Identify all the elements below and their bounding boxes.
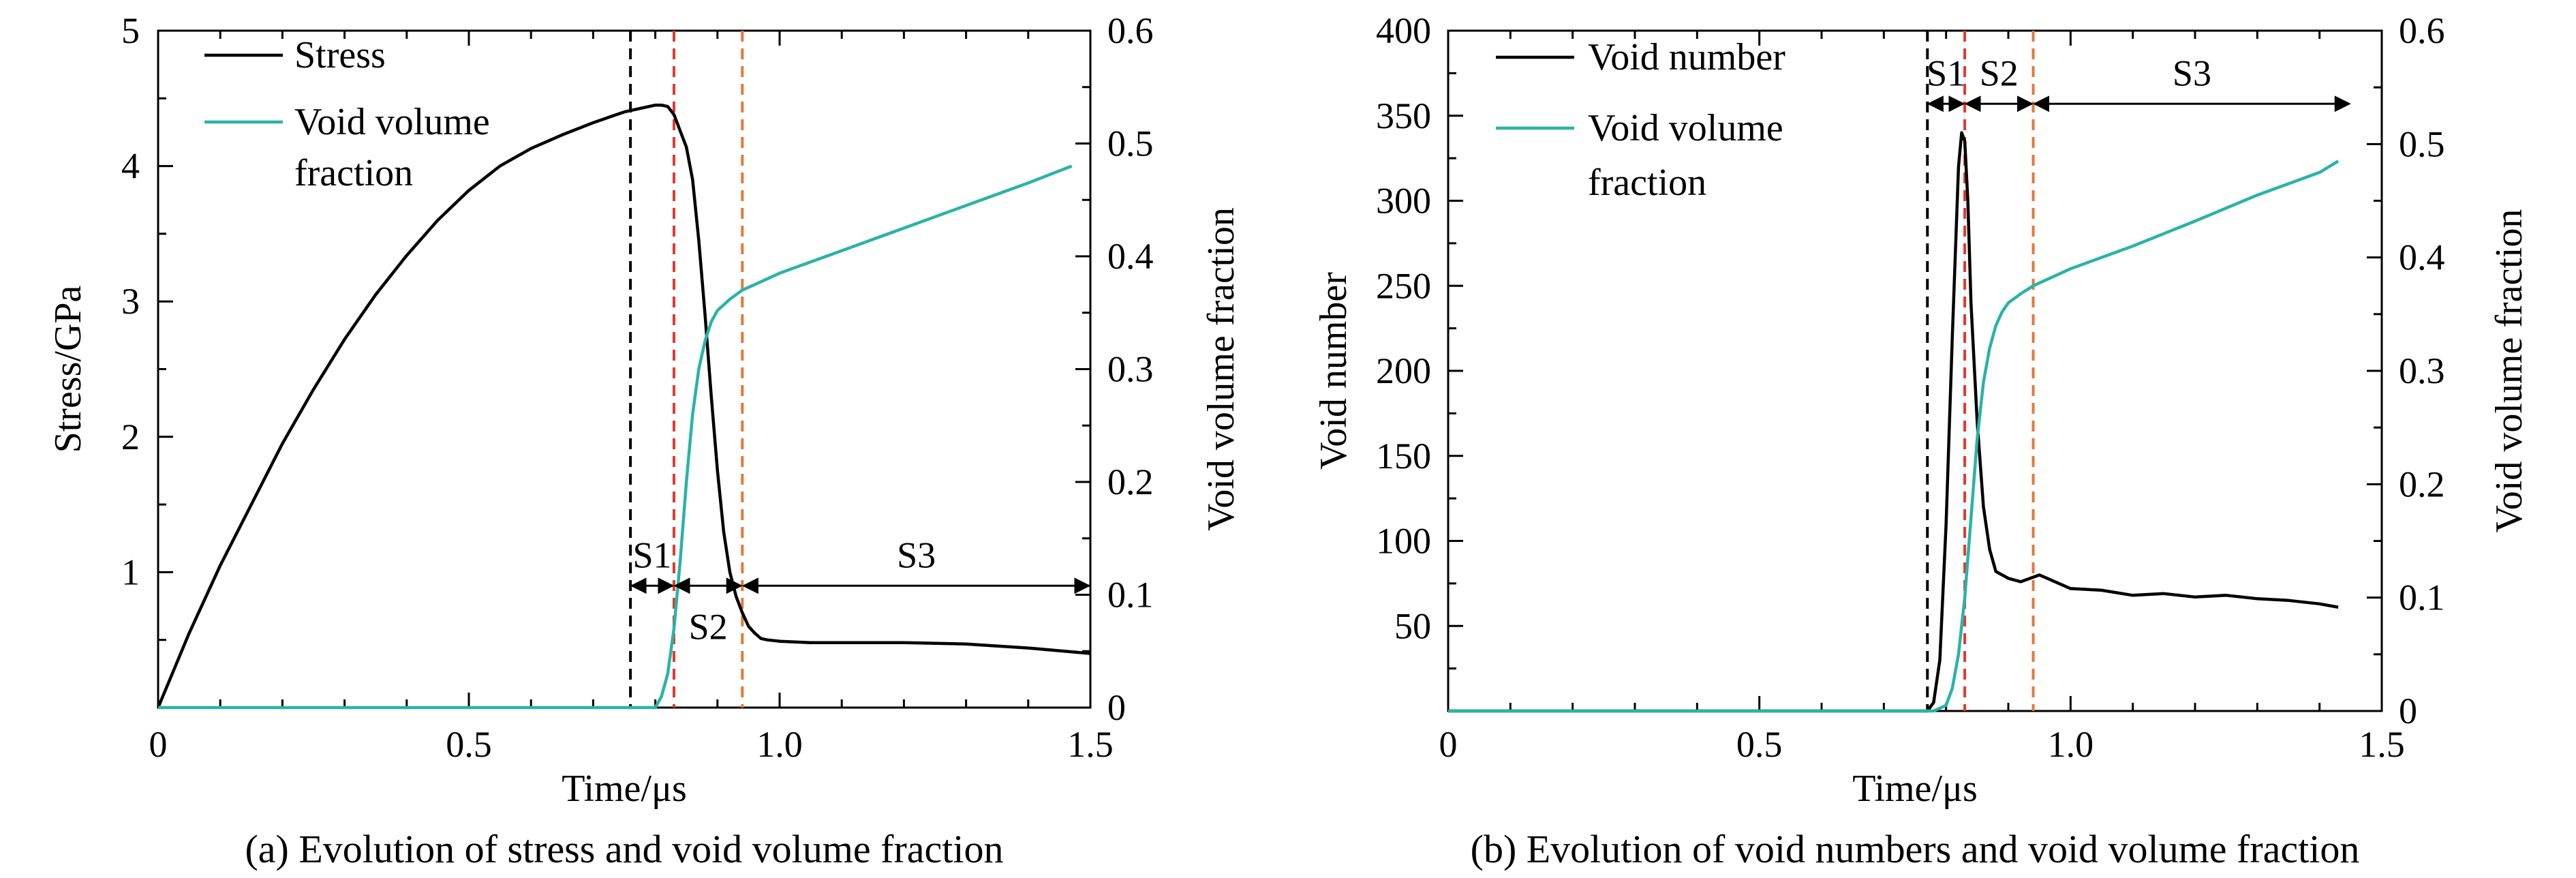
- panel-a-legend-label-void-fraction-2: fraction: [294, 152, 413, 194]
- panel-b-x-axis-title: Time/μs: [1852, 768, 1978, 810]
- panel-a-stage-label: S3: [897, 534, 936, 575]
- panel-a: 0 0.5 1.0 1.5 1 2 3 4 5 0 0.1 0.2 0.3 0.4 0.5 0.6 S1 S2 S3…: [47, 10, 1242, 871]
- panel-a-caption: (a) Evolution of stress and void volume …: [245, 827, 1003, 871]
- panel-a-x-tick-label: 1.0: [756, 724, 803, 765]
- panel-b-y-right-tick-label: 0: [2399, 691, 2417, 731]
- panel-b-y-right-tick-label: 0.6: [2399, 10, 2445, 51]
- panel-a-y-right-tick-label: 0.1: [1107, 575, 1154, 616]
- panel-a-x-tick-label: 1.5: [1067, 724, 1114, 765]
- panel-a-y-right-axis-title: Void volume fraction: [1200, 207, 1242, 531]
- panel-a-series-void-volume-fraction: [158, 164, 1073, 710]
- panel-b-y-left-tick-label: 300: [1376, 181, 1431, 222]
- panel-a-y-left-tick-label: 1: [121, 551, 140, 592]
- panel-b-x-tick-label: 0: [1439, 724, 1458, 765]
- panel-a-y-right-tick-label: 0.2: [1107, 461, 1154, 502]
- panel-b-series-primary: [1448, 131, 2339, 713]
- panel-a-y-right-tick-label: 0.4: [1107, 236, 1154, 277]
- panel-b-y-left-tick-label: 350: [1376, 95, 1431, 136]
- panel-b-y-right-tick-label: 0.1: [2399, 577, 2445, 618]
- panel-a-y-left-tick-label: 4: [121, 146, 140, 187]
- panel-a-y-right-tick-label: 0.5: [1107, 123, 1154, 164]
- panel-b-y-left-tick-label: 200: [1376, 350, 1431, 391]
- panel-a-y-left-axis-title: Stress/GPa: [47, 285, 89, 453]
- panel-b-series-void-volume-fraction: [1448, 160, 2340, 713]
- panel-b-stage-label: S1: [1927, 52, 1965, 93]
- panel-a-y-left-tick-label: 3: [121, 281, 140, 322]
- panel-a-y-left-tick-label: 2: [121, 417, 140, 457]
- panel-b-legend-label-void-fraction-2: fraction: [1588, 162, 1706, 204]
- panel-b-y-left-tick-label: 400: [1376, 10, 1431, 51]
- panel-b-y-left-tick-label: 250: [1376, 265, 1431, 306]
- panel-a-y-right-tick-label: 0.3: [1107, 349, 1154, 390]
- panel-b-y-left-tick-label: 150: [1376, 436, 1431, 476]
- panel-a-x-tick-label: 0: [149, 724, 168, 765]
- panel-a-x-axis-title: Time/μs: [562, 768, 687, 810]
- panel-b-y-right-tick-label: 0.5: [2399, 123, 2445, 164]
- panel-a-y-right-tick-label: 0.6: [1107, 10, 1154, 51]
- panel-b-caption: (b) Evolution of void numbers and void v…: [1471, 827, 2360, 871]
- panel-b-y-right-tick-label: 0.4: [2399, 237, 2445, 278]
- panel-b-legend-label-primary: Void number: [1588, 36, 1785, 78]
- panel-b-y-left-tick-label: 50: [1394, 605, 1431, 646]
- panel-b-x-tick-label: 1.0: [2048, 724, 2094, 765]
- panel-b-y-left-axis-title: Void number: [1313, 272, 1355, 470]
- panel-a-stage-label: S2: [689, 606, 728, 647]
- panel-a-x-tick-label: 0.5: [446, 724, 492, 765]
- panel-b-stage-label: S3: [2173, 52, 2211, 93]
- panel-b-legend-label-void-fraction: Void volume: [1588, 107, 1783, 149]
- panel-b-x-tick-label: 0.5: [1736, 724, 1783, 765]
- panel-a-stage-label: S1: [633, 534, 672, 575]
- panel-b-y-right-tick-label: 0.2: [2399, 464, 2445, 504]
- panel-a-legend-label-primary: Stress: [294, 34, 386, 76]
- panel-a-legend-label-void-fraction: Void volume: [294, 101, 490, 143]
- panel-b: 0 0.5 1.0 1.5 50 100 150 200 250 300 350 400 0 0.1 0.2…: [1313, 10, 2530, 871]
- panel-b-stage-label: S2: [1980, 52, 2019, 93]
- panel-a-y-left-tick-label: 5: [121, 10, 140, 51]
- panel-b-x-tick-label: 1.5: [2359, 724, 2405, 765]
- panel-b-y-left-tick-label: 100: [1376, 521, 1431, 562]
- panel-a-y-right-tick-label: 0: [1107, 687, 1126, 728]
- panel-b-y-right-tick-label: 0.3: [2399, 350, 2445, 391]
- panel-a-series-primary: [156, 103, 1091, 708]
- panel-b-y-right-axis-title: Void volume fraction: [2488, 209, 2530, 533]
